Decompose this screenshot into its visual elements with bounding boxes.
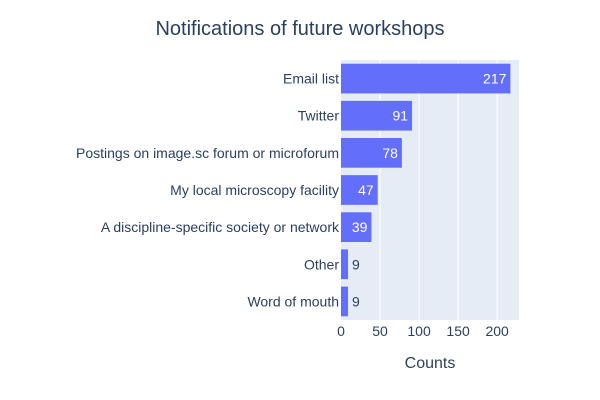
x-tick-label: 150 <box>446 323 470 339</box>
bar <box>341 100 413 131</box>
bar-value-label: 91 <box>392 108 408 124</box>
category-label: My local microscopy facility <box>170 182 339 198</box>
chart-title: Notifications of future workshops <box>155 18 444 40</box>
category-label: Twitter <box>298 108 340 124</box>
x-tick-label: 0 <box>337 323 345 339</box>
bar <box>341 175 378 205</box>
bar <box>341 286 349 317</box>
bar <box>341 249 349 280</box>
category-label: Word of mouth <box>247 293 339 309</box>
bar-value-label: 39 <box>352 219 368 235</box>
bars: 217 91 78 47 39 9 9 <box>341 63 511 317</box>
x-tick-label: 100 <box>407 323 431 339</box>
bar <box>341 138 402 168</box>
category-label: Postings on image.sc forum or microforum <box>76 145 339 161</box>
category-label: Other <box>304 256 339 272</box>
bar-value-label: 78 <box>382 145 398 161</box>
bar-value-label: 9 <box>352 256 360 272</box>
x-tick-label: 50 <box>372 323 388 339</box>
x-tick-labels: 0 50 100 150 200 <box>337 323 509 339</box>
bar <box>341 212 372 242</box>
x-axis-title: Counts <box>405 355 456 372</box>
bar-value-label: 217 <box>483 71 507 87</box>
bar-value-label: 9 <box>352 293 360 309</box>
category-labels: Email list Twitter Postings on image.sc fo… <box>76 71 340 310</box>
category-label: A discipline-specific society or network <box>101 219 340 235</box>
category-label: Email list <box>283 71 339 87</box>
bar <box>341 63 511 94</box>
x-tick-label: 200 <box>485 323 509 339</box>
bar-value-label: 47 <box>358 182 374 198</box>
